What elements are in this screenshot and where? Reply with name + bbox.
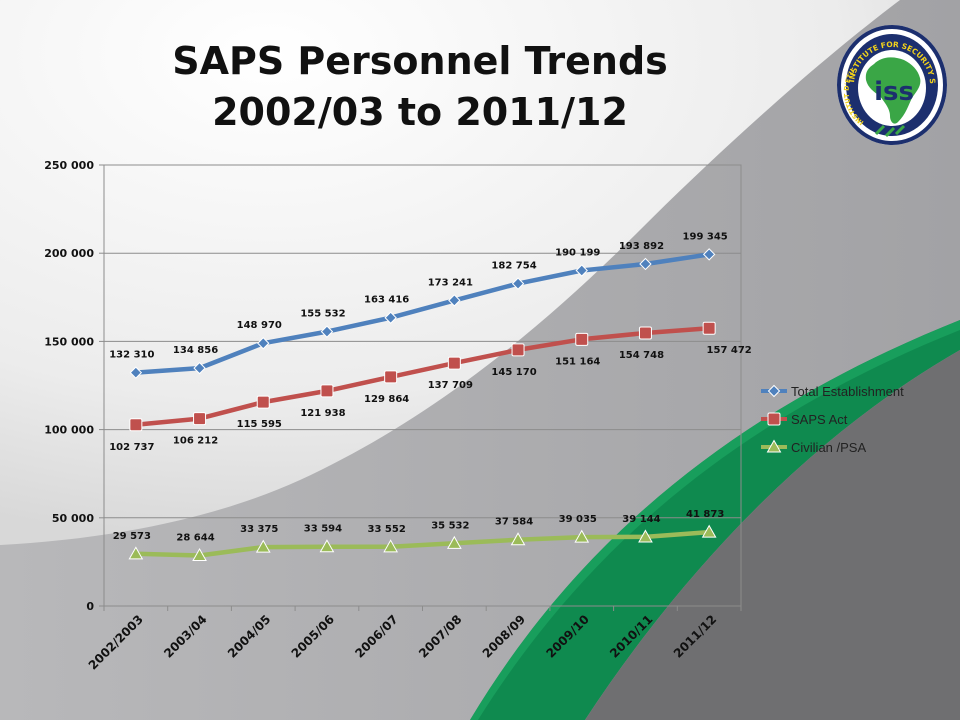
legend-marker — [767, 384, 781, 398]
data-point-marker — [574, 529, 590, 543]
data-label: 28 644 — [176, 532, 214, 543]
data-point-marker — [511, 277, 525, 290]
data-point-marker — [384, 370, 398, 384]
data-label: 155 532 — [300, 309, 345, 320]
data-label: 151 164 — [555, 356, 600, 367]
data-point-marker — [129, 366, 143, 379]
data-label: 106 212 — [173, 436, 218, 447]
data-point-marker — [701, 524, 717, 538]
title-line-2: 2002/03 to 2011/12 — [212, 90, 628, 135]
data-point-marker — [257, 337, 270, 350]
data-label: 163 416 — [364, 295, 409, 306]
data-label: 41 873 — [686, 509, 724, 520]
x-tick-label: 2003/04 — [161, 612, 209, 660]
legend-marker — [767, 412, 781, 426]
data-point-marker — [510, 532, 526, 546]
data-point-marker — [448, 294, 461, 307]
y-tick-label: 150 000 — [44, 335, 94, 348]
africa-map-icon — [865, 57, 921, 124]
data-label: 190 199 — [555, 247, 600, 258]
data-label: 39 144 — [622, 514, 660, 525]
data-point-marker — [575, 332, 589, 346]
y-tick-label: 0 — [86, 600, 94, 613]
x-tick-label: 2006/07 — [352, 612, 400, 660]
data-point-marker — [129, 418, 143, 432]
data-label: 37 584 — [495, 517, 533, 528]
series-line — [133, 529, 712, 558]
dark-grey-band — [585, 350, 960, 720]
data-point-marker — [193, 361, 206, 375]
data-label: 35 532 — [431, 520, 469, 531]
x-tick-label: 2005/06 — [289, 612, 337, 660]
data-label: 102 737 — [109, 442, 154, 453]
data-label: 154 748 — [619, 350, 664, 361]
data-point-marker — [446, 535, 462, 549]
data-point-marker — [384, 311, 397, 324]
series-line — [133, 252, 712, 375]
series-line — [133, 325, 712, 428]
data-point-marker — [638, 326, 652, 340]
legend-label: SAPS Act — [791, 412, 848, 427]
logo-monogram: iss — [874, 77, 914, 107]
y-tick-label: 250 000 — [44, 159, 94, 172]
data-label: 33 594 — [304, 524, 342, 535]
data-label: 33 552 — [368, 524, 406, 535]
legend-entry: SAPS Act — [761, 412, 848, 427]
data-point-marker — [447, 356, 461, 370]
x-tick-label: 2008/09 — [480, 612, 528, 660]
legend-label: Civilian /PSA — [791, 440, 866, 455]
data-label: 157 472 — [707, 345, 752, 356]
data-point-marker — [639, 257, 652, 271]
data-point-marker — [638, 529, 653, 543]
page-title: SAPS Personnel Trends 2002/03 to 2011/12 — [80, 36, 760, 139]
green-ribbon — [470, 320, 960, 720]
light-swoosh — [0, 0, 900, 545]
data-point-marker — [702, 321, 716, 335]
data-label: 173 241 — [428, 277, 473, 288]
x-tick-label: 2010/11 — [607, 612, 655, 660]
data-label: 137 709 — [428, 380, 473, 391]
data-label: 134 856 — [173, 345, 218, 356]
data-point-marker — [511, 343, 525, 357]
data-label: 182 754 — [491, 261, 536, 272]
data-label: 29 573 — [113, 531, 151, 542]
data-point-marker — [319, 539, 335, 553]
data-point-marker — [320, 325, 334, 338]
data-point-marker — [255, 539, 271, 553]
data-label: 121 938 — [300, 408, 345, 419]
y-tick-label: 100 000 — [44, 424, 94, 437]
data-point-marker — [320, 384, 334, 398]
y-tick-label: 200 000 — [44, 247, 94, 260]
x-tick-label: 2002/2003 — [86, 612, 146, 672]
data-label: 33 375 — [240, 524, 278, 535]
data-point-marker — [383, 539, 399, 553]
data-label: 39 035 — [559, 514, 597, 525]
data-point-marker — [128, 546, 144, 560]
legend-marker — [766, 439, 782, 453]
legend-label: Total Establishment — [791, 384, 904, 399]
data-label: 132 310 — [109, 350, 154, 361]
data-label: 115 595 — [237, 419, 282, 430]
data-label: 193 892 — [619, 241, 664, 252]
data-label: 145 170 — [491, 367, 536, 378]
x-tick-label: 2011/12 — [671, 612, 719, 660]
x-tick-label: 2007/08 — [416, 612, 464, 660]
data-point-marker — [256, 395, 270, 409]
data-point-marker — [193, 412, 207, 426]
data-point-marker — [192, 547, 207, 561]
y-tick-label: 50 000 — [52, 512, 94, 525]
title-line-1: SAPS Personnel Trends — [172, 39, 668, 83]
data-label: 199 345 — [683, 231, 728, 242]
x-tick-label: 2009/10 — [543, 612, 591, 660]
data-point-marker — [575, 264, 588, 277]
legend-entry: Civilian /PSA — [761, 439, 866, 455]
legend-entry: Total Establishment — [761, 384, 904, 399]
data-label: 129 864 — [364, 394, 409, 405]
x-tick-label: 2004/05 — [225, 612, 273, 660]
data-point-marker — [702, 248, 716, 261]
iss-logo: INSTITUTE FOR SECURITY STUDIES INSTITUT … — [834, 22, 947, 145]
data-label: 148 970 — [237, 320, 282, 331]
